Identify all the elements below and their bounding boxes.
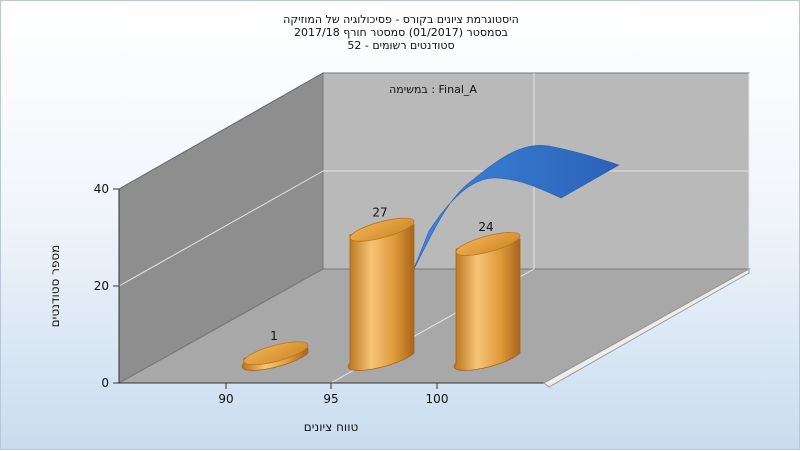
data-label: 24 [478, 220, 493, 234]
chart-title-line-2: בסמסטר (01/2017) סמסטר חורף 2017/18 [294, 26, 508, 39]
gridline-left-y-20 [118, 170, 324, 287]
x-tick-label: 95 [323, 392, 338, 406]
bar-top [349, 217, 415, 242]
data-label: 27 [372, 206, 387, 220]
distribution-curve [412, 144, 620, 272]
chart-title: היסטוגרמת ציונים בקורס - פסיכולוגיה של ה… [283, 13, 519, 52]
bar-95: 27 [347, 206, 415, 371]
bar-90: 1 [241, 329, 309, 371]
data-label: 1 [270, 329, 278, 343]
bar-body [453, 238, 521, 371]
x-axis-label: טווח ציונים [304, 420, 359, 434]
bar-top [243, 341, 309, 366]
y-tick-label: 40 [94, 182, 109, 196]
bar-100: 24 [453, 220, 521, 371]
y-tick-label: 20 [94, 279, 109, 293]
floor-front-edge [543, 268, 750, 388]
y-tick-group: 0 20 40 [94, 182, 119, 390]
x-tick-label: 90 [218, 392, 233, 406]
chart-title-line-3: סטודנטים רשומים - 52 [347, 39, 454, 52]
y-axis-label: מספר סטודנטים [48, 245, 62, 328]
x-tick-label: 100 [426, 392, 449, 406]
y-tick-label: 0 [101, 376, 109, 390]
chart-subtitle: במשימה : Final_A [389, 83, 477, 96]
bar-body [347, 224, 415, 371]
bars-group: 1 27 24 [241, 206, 521, 371]
bar-top [455, 232, 521, 256]
x-tick-group: 90 95 100 [218, 383, 448, 406]
chart-title-line-1: היסטוגרמת ציונים בקורס - פסיכולוגיה של ה… [283, 13, 519, 26]
